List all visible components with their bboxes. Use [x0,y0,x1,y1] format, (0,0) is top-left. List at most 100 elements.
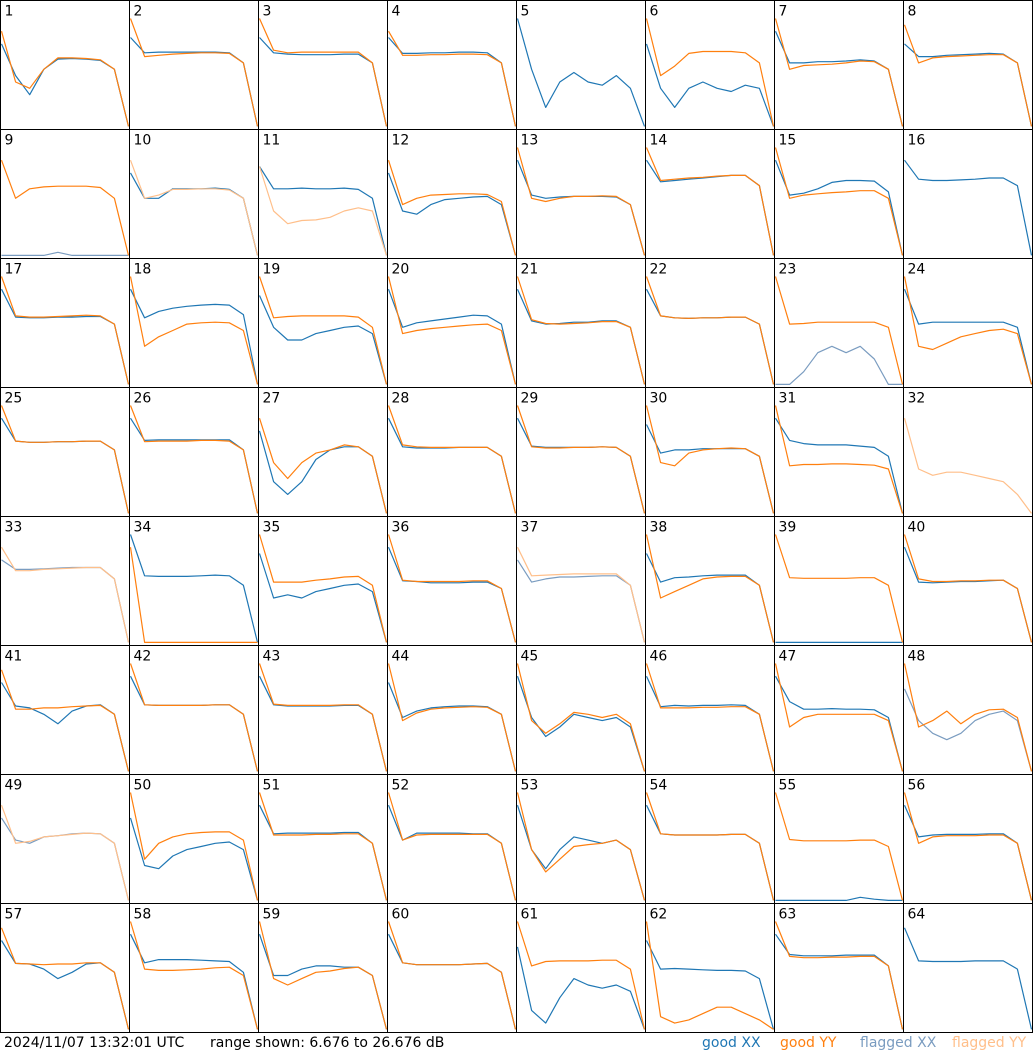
panel-label: 3 [263,4,272,20]
panel-frame [516,387,646,517]
panel-frame [516,645,646,775]
range-label: range shown: 6.676 to 26.676 dB [210,1035,444,1051]
panel-label: 16 [908,133,926,149]
panel-label: 60 [392,907,410,923]
yy-spectrum [387,663,517,772]
panel-label: 64 [908,907,926,923]
yy-spectrum [516,147,646,256]
panel-frame [774,0,904,130]
panel-label: 45 [521,649,539,665]
xx-spectrum [129,817,259,901]
panel-frame [774,516,904,646]
xx-spectrum [645,940,775,1030]
yy-spectrum [387,792,517,901]
yy-spectrum [0,405,130,514]
panel-frame [129,645,259,775]
xx-spectrum [258,553,388,643]
yy-spectrum [645,405,775,514]
yy-spectrum [129,547,258,644]
xx-spectrum [903,688,1033,772]
panel-label: 21 [521,262,539,278]
panel-frame [129,0,259,130]
panel-frame [774,774,904,904]
xx-spectrum [1,251,129,256]
panel-frame [258,516,388,646]
yy-spectrum [903,24,1033,127]
yy-spectrum [258,921,388,1030]
yy-spectrum [129,405,259,514]
xx-spectrum [903,288,1033,385]
panel-label: 53 [521,778,539,794]
yy-spectrum [774,276,904,385]
panel-frame [129,903,259,1033]
panel-label: 17 [5,262,23,278]
yy-spectrum [645,276,775,385]
panel-label: 49 [5,778,23,794]
xx-spectrum [645,43,775,127]
yy-spectrum [645,147,775,256]
panel-frame [129,774,259,904]
panel-frame [903,903,1033,1033]
panel-label: 46 [650,649,668,665]
yy-spectrum [774,18,904,127]
panel-label: 12 [392,133,410,149]
panel-label: 35 [263,520,281,536]
panel-frame [258,774,388,904]
panel-label: 5 [521,4,530,20]
panel-frame [129,129,259,259]
panel-frame [0,387,130,517]
panel-frame [903,129,1033,259]
panel-label: 4 [392,4,401,20]
yy-spectrum [258,276,388,385]
panel-label: 2 [134,4,143,20]
panel-label: 14 [650,133,668,149]
panel-label: 33 [5,520,23,536]
panel-label: 44 [392,649,410,665]
xx-spectrum [258,166,388,256]
panel-label: 11 [263,133,281,149]
panel-label: 32 [908,391,926,407]
panel-frame [387,258,517,388]
panel-frame [387,645,517,775]
panel-frame [258,258,388,388]
yy-spectrum [129,792,259,901]
yy-spectrum [774,921,904,1030]
panel-label: 55 [779,778,797,794]
yy-spectrum [258,418,388,514]
yy-spectrum [903,534,1033,643]
xx-spectrum [516,559,646,643]
panel-frame [645,0,775,130]
panel-label: 13 [521,133,539,149]
yy-spectrum [516,663,646,772]
panel-frame [903,645,1033,775]
panel-label: 38 [650,520,668,536]
panel-label: 27 [263,391,281,407]
xx-spectrum [516,18,646,127]
panel-label: 8 [908,4,917,20]
panel-label: 9 [5,133,14,149]
panel-label: 37 [521,520,539,536]
xx-spectrum [775,345,903,385]
panel-frame [0,774,130,904]
panel-frame [645,129,775,259]
yy-spectrum [258,663,388,772]
yy-spectrum [387,534,517,643]
yy-spectrum [903,276,1033,385]
xx-spectrum [388,37,517,127]
legend-entry: good YY [780,1035,837,1051]
panel-label: 28 [392,391,410,407]
panel-frame [903,0,1033,130]
panel-frame [903,387,1033,517]
panel-label: 7 [779,4,788,20]
panel-label: 61 [521,907,539,923]
yy-spectrum [129,663,259,772]
panel-frame [258,129,388,259]
xx-spectrum [775,896,903,902]
panel-label: 19 [263,262,281,278]
yy-spectrum [645,921,774,1030]
panel-frame [645,258,775,388]
xx-spectrum [774,417,904,514]
yy-spectrum [645,792,775,901]
yy-spectrum [0,546,130,643]
panel-frame [774,903,904,1033]
